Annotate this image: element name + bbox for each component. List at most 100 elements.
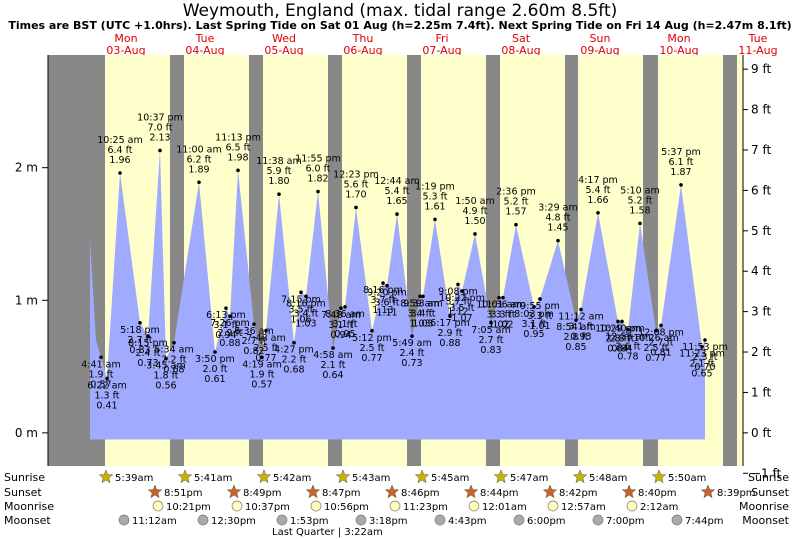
tide-time: 8:15 pm [128,338,168,349]
tide-height-ft: 1.8 ft [153,371,178,382]
tide-point [224,306,228,311]
moonset-icon [276,514,288,526]
tide-height-m: 0.93 [570,332,591,343]
tide-point [501,295,505,300]
tide-height-m: 1.58 [629,205,650,216]
y-tick-label-ft: 7 ft [751,143,771,157]
tide-height-m: 1.50 [464,216,485,227]
moonrise-time: 11:23pm [403,502,448,513]
y-tick-label-m: 1 m [15,293,38,307]
tide-point [105,376,109,381]
tide-height-ft: 1.9 ft [88,369,113,380]
tide-height-m: 1.12 [447,306,468,317]
tide-height-ft: 2.1 ft [320,360,345,371]
moonset-icon [671,514,683,526]
tide-time: 10:26 am [633,333,678,344]
sunset-time: 8:47pm [322,488,361,499]
tide-height-m: 1.45 [547,223,568,234]
tide-height-ft: 5.3 ft [422,191,447,202]
tide-height-ft: 2.9 ft [437,328,462,339]
tide-point [514,222,518,227]
tide-height-m: 1.11 [376,308,397,319]
sun-icon [651,469,667,484]
sun-icon [463,484,479,499]
tide-time: 5:12 pm [352,333,392,344]
tide-height-m: 0.85 [565,342,586,353]
tide-point [236,168,240,173]
tide-time: 10:01 am [476,300,521,311]
moon-phase: Last Quarter | 3:22am [272,527,383,538]
tide-time: 1:50 am [455,196,494,207]
tide-height-m: 0.95 [334,329,355,340]
day-date-2: 05-Aug [264,44,303,57]
tide-height-m: 1.06 [290,314,311,325]
tide-time: 11:53 pm [682,342,728,353]
moonrise-icon [626,500,638,512]
moonset-icon [513,514,525,526]
moonset-time: 4:43pm [448,516,487,527]
tide-height-m: 0.77 [645,353,666,364]
tide-time: 10:29 pm [595,323,641,334]
day-date-5: 08-Aug [501,44,540,57]
sunrise-time: 5:45am [431,473,469,484]
tide-height-m: 1.02 [488,320,509,331]
tide-height-m: 1.89 [188,164,209,175]
row-label-left-sunrise: Sunrise [4,471,45,484]
tide-height-ft: 2.8 ft [609,333,634,344]
sunset-time: 8:44pm [480,488,519,499]
tide-height-m: 1.70 [345,189,366,200]
tide-time: 8:16 pm [363,285,403,296]
tide-height-m: 0.83 [480,345,501,356]
sun-icon [542,484,558,499]
tide-point [579,307,583,312]
tide-point [460,289,464,293]
tide-curve [90,150,705,440]
tide-point [228,314,232,318]
tide-point [385,283,389,288]
y-tick-label-ft: 5 ft [751,224,771,238]
tide-height-m: 0.77 [255,353,276,364]
tide-height-m: 1.03 [412,318,433,329]
tide-height-ft: 2.4 ft [399,348,424,359]
tide-height-m: 1.87 [670,167,691,178]
sunrise-time: 5:41am [194,473,232,484]
tide-height-m: 0.70 [694,362,715,373]
tide-height-ft: 3.4 ft [407,308,432,319]
sun-icon [147,484,163,499]
day-date-1: 04-Aug [185,44,224,57]
tide-height-m: 0.73 [401,358,422,369]
tide-height-ft: 5.2 ft [627,195,652,206]
tide-time: 9:20 pm [367,288,407,299]
day-name-1: Tue [195,32,215,45]
tide-height-ft: 3.3 ft [490,310,515,321]
tide-height-m: 1.02 [492,320,513,331]
moonset-time: 7:00pm [606,516,645,527]
moonrise-icon [231,500,243,512]
tide-time: 3:45 am [146,361,185,372]
tide-point [146,334,150,338]
tide-time: 6:36 am [234,326,273,337]
y-axis-meters: 2 m 1 m 0 m [15,55,49,466]
tide-height-m: 2.13 [149,132,170,143]
moonset-icon [197,514,209,526]
tide-point [616,319,620,324]
y-tick-label-m: 0 m [15,426,38,440]
tide-time: 8:36 am [325,309,364,320]
tide-height-m: 1.07 [451,313,472,324]
tide-point [304,294,308,299]
tide-height-ft: 3.5 ft [288,304,313,315]
tide-height-m: 1.80 [268,176,289,187]
tide-height-m: 0.81 [650,347,671,358]
sunrise-time: 5:47am [510,473,548,484]
moonrise-icon [389,500,401,512]
moonset-time: 7:44pm [685,516,724,527]
tide-time: 6:22 am [87,380,126,391]
row-label-left-moonset: Moonset [4,514,51,527]
y-tick-label-ft: 2 ft [751,345,771,359]
tide-height-m: 0.78 [617,351,638,362]
tide-point [418,294,422,299]
row-label-right-sunrise: Sunrise [748,471,789,484]
tide-point [118,171,122,175]
